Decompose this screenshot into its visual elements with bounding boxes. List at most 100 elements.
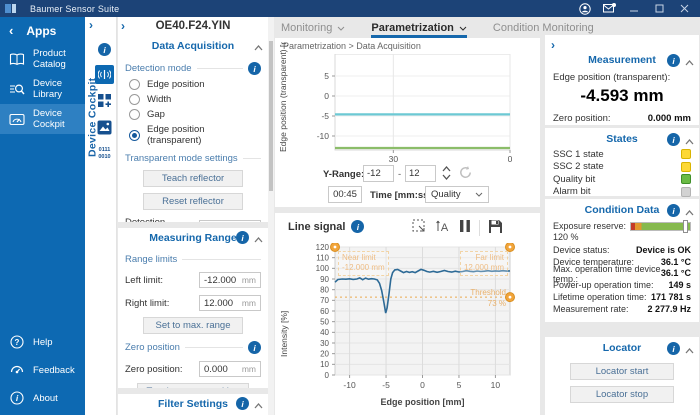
svg-text:0: 0 [420, 380, 425, 390]
left-limit-input[interactable]: -12.000 mm [199, 272, 261, 288]
line-signal-tab-icon[interactable] [95, 65, 114, 84]
sidebar-item-label: Feedback [33, 364, 75, 376]
save-icon[interactable] [488, 219, 503, 237]
state-row-alarm-bit: Alarm bit [553, 186, 691, 199]
threshold-name: Threshold [470, 288, 506, 297]
info-icon[interactable]: i [667, 54, 680, 67]
collapse-chevron-icon[interactable] [685, 345, 694, 357]
function-blocks-icon[interactable] [97, 93, 112, 111]
device-info-icon[interactable]: i [98, 43, 111, 56]
reset-reflector-button[interactable]: Reset reflector [143, 193, 243, 210]
teach-reflector-button[interactable]: Teach reflector [143, 170, 243, 187]
left-limit-row: Left limit: -12.000 mm [125, 272, 261, 288]
radio-width[interactable]: Width [129, 94, 257, 105]
section-title: Data Acquisition [151, 39, 235, 52]
auto-scale-icon[interactable]: A [435, 218, 451, 237]
panel-expand-icon[interactable]: › [121, 19, 125, 33]
radio-icon[interactable] [129, 94, 140, 105]
group-label: Range limits [125, 254, 178, 265]
svg-text:-10: -10 [317, 131, 330, 141]
info-icon[interactable]: i [248, 341, 261, 354]
image-view-icon[interactable] [97, 120, 112, 138]
info-icon[interactable]: i [248, 62, 261, 75]
scrollbar-thumb[interactable] [269, 41, 273, 191]
svg-text:-10: -10 [343, 380, 356, 390]
collapse-chevron-icon[interactable] [254, 400, 263, 412]
maximize-button[interactable] [653, 3, 666, 15]
group-label: Transparent mode settings [125, 153, 238, 164]
set-max-range-button[interactable]: Set to max. range [143, 317, 243, 334]
collapse-chevron-icon[interactable] [685, 207, 694, 219]
tab-parametrization[interactable]: Parametrization [371, 22, 467, 38]
y-range-max-input[interactable] [405, 165, 436, 182]
toolbar-divider [479, 219, 480, 236]
process-data-icon[interactable]: 0111 0010 [98, 147, 111, 160]
radio-edge-position-transparent[interactable]: Edge position (transparent) [129, 124, 257, 146]
range-separator: - [398, 169, 402, 180]
radio-gap[interactable]: Gap [129, 109, 257, 120]
condition-row: Measurement rate: 2 277.9 Hz [553, 303, 691, 315]
view-tabs: Monitoring Parametrization Condition Mon… [281, 17, 700, 38]
far-limit-label[interactable]: Far limit 12.000 mm [459, 251, 508, 276]
info-icon[interactable]: i [667, 133, 680, 146]
strip-expand-icon[interactable]: › [89, 18, 93, 32]
zoom-select-icon[interactable] [411, 218, 427, 237]
kv-label: Power-up operation time: [553, 280, 654, 291]
state-label: SSC 2 state [553, 161, 604, 173]
detection-threshold-input[interactable]: 73 % [199, 220, 261, 222]
condition-row: Power-up operation time: 149 s [553, 279, 691, 291]
kv-label: Device status: [553, 244, 610, 255]
section-title: Condition Data [584, 204, 660, 216]
measuring-range-card: Measuring Range i Range limits Left limi… [118, 228, 268, 388]
radio-icon[interactable] [129, 79, 140, 90]
tab-monitoring[interactable]: Monitoring [281, 22, 345, 38]
sidebar-item-device-library[interactable]: Device Library [0, 74, 85, 104]
time-window-input[interactable] [328, 186, 362, 203]
tab-label: Parametrization [371, 22, 454, 34]
info-icon[interactable]: i [236, 231, 249, 244]
radio-label: Edge position (transparent) [147, 124, 205, 146]
sidebar-item-product-catalog[interactable]: Product Catalog [0, 44, 85, 74]
info-icon[interactable]: i [667, 342, 680, 355]
close-button[interactable] [678, 3, 691, 15]
radio-icon[interactable] [129, 129, 140, 141]
left-panel-scrollbar[interactable] [268, 17, 274, 415]
info-icon[interactable]: i [667, 204, 680, 217]
radio-icon[interactable] [129, 109, 140, 120]
collapse-chevron-icon[interactable] [685, 136, 694, 148]
states-card: States i SSC 1 state SSC 2 state Quality… [545, 128, 699, 199]
sidebar-item-about[interactable]: i About [0, 384, 85, 412]
pause-icon[interactable] [459, 219, 471, 236]
svg-text:?: ? [14, 338, 19, 347]
radio-edge-position[interactable]: Edge position [129, 79, 257, 90]
messages-icon[interactable] [603, 3, 616, 15]
gauge-handle[interactable] [683, 219, 688, 233]
locator-stop-button[interactable]: Locator stop [570, 386, 674, 403]
signal-select[interactable]: Quality [425, 186, 489, 203]
minimize-button[interactable] [628, 3, 641, 15]
teach-current-position-button[interactable]: Teach current position [137, 383, 249, 388]
refresh-icon[interactable] [458, 165, 473, 183]
zero-position-input[interactable]: 0.000 mm [199, 361, 261, 377]
right-limit-input[interactable]: 12.000 mm [199, 295, 261, 311]
sidebar-item-device-cockpit[interactable]: Device Cockpit [0, 104, 85, 134]
section-header-filter-settings: Filter Settings i [118, 394, 268, 413]
near-limit-label[interactable]: Near limit -12.000 mm [338, 251, 389, 276]
y-range-min-input[interactable] [363, 165, 394, 182]
collapse-chevron-icon[interactable] [254, 42, 263, 54]
y-range-stepper[interactable] [442, 166, 451, 180]
right-panel-expand-icon[interactable]: › [551, 38, 555, 52]
locator-start-button[interactable]: Locator start [570, 363, 674, 380]
threshold-label[interactable]: Threshold 73 % [470, 288, 506, 310]
info-icon[interactable]: i [236, 397, 249, 410]
info-icon[interactable]: i [351, 220, 365, 233]
tab-condition-monitoring[interactable]: Condition Monitoring [493, 22, 594, 38]
collapse-chevron-icon[interactable] [254, 234, 263, 246]
state-label: Quality bit [553, 173, 596, 185]
sidebar-item-feedback[interactable]: Feedback [0, 356, 85, 384]
svg-text:-5: -5 [321, 111, 329, 121]
user-account-icon[interactable] [578, 2, 591, 15]
sidebar-collapse-icon[interactable]: ‹ [9, 23, 14, 38]
sidebar-item-help[interactable]: ? Help [0, 328, 85, 356]
collapse-chevron-icon[interactable] [685, 57, 694, 69]
